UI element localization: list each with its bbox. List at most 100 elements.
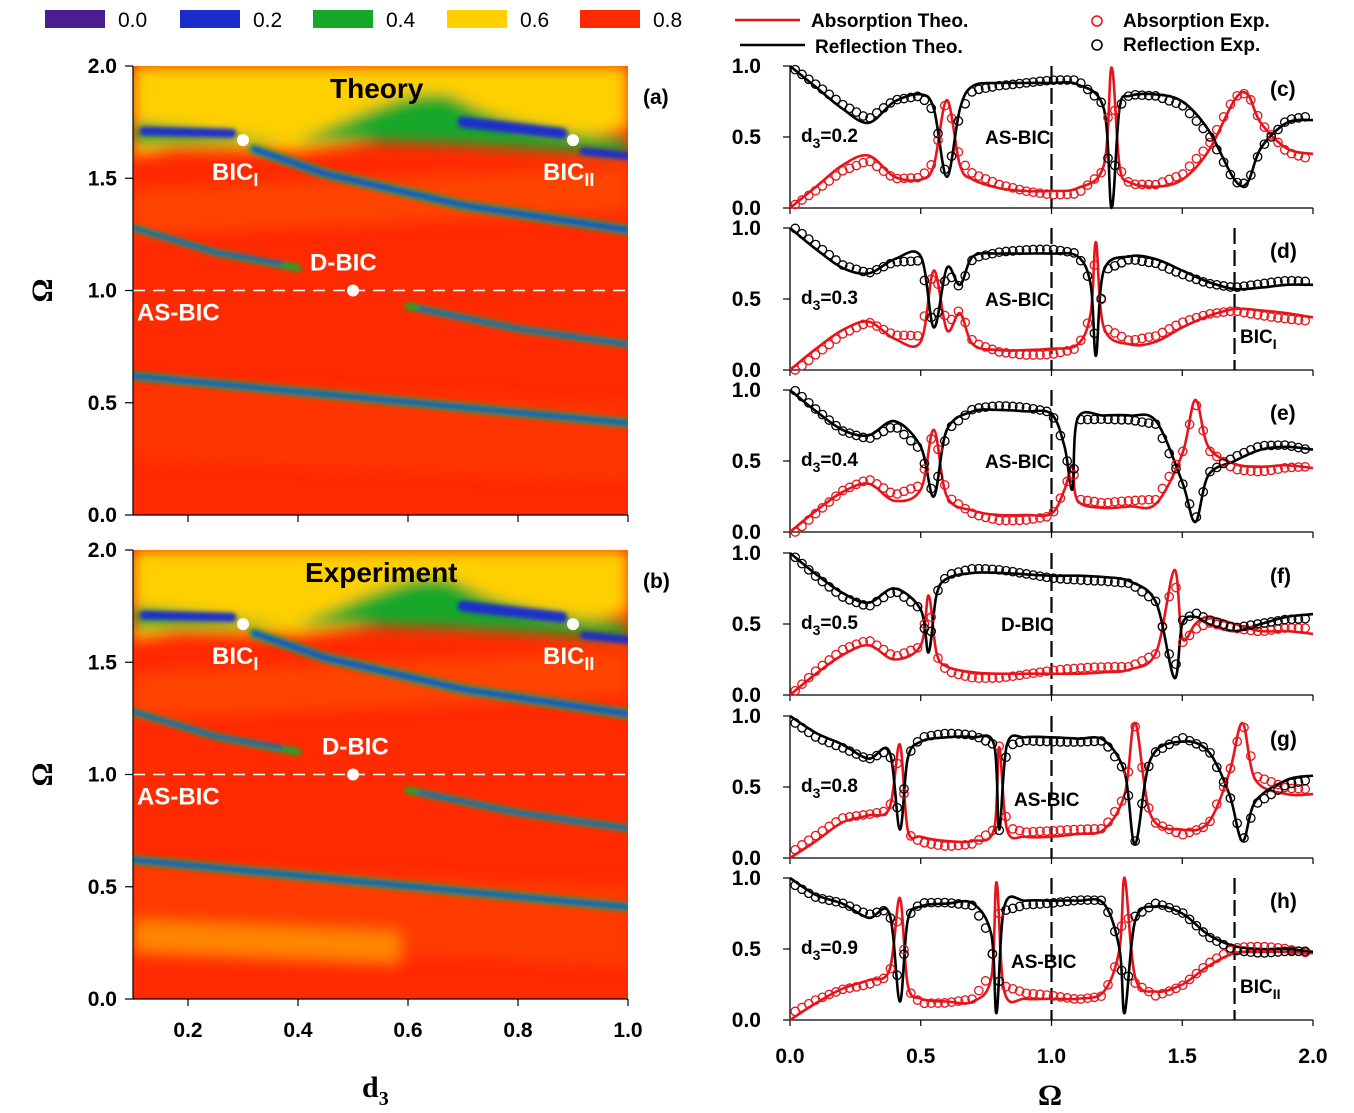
reflection-exp-marker	[858, 111, 869, 121]
reflection-exp-marker	[905, 92, 916, 103]
absorption-exp-marker	[824, 655, 835, 665]
absorption-exp-marker	[1164, 591, 1175, 602]
reflection-exp-marker	[1123, 414, 1134, 425]
absorption-exp-marker	[871, 640, 882, 651]
reflection-exp-marker	[1293, 276, 1304, 286]
absorption-exp-marker	[1062, 476, 1073, 487]
reflection-exp-marker	[1035, 244, 1045, 255]
reflection-exp-marker	[1211, 617, 1222, 628]
absorption-exp-marker	[1157, 483, 1168, 494]
reflection-exp-marker	[899, 949, 909, 960]
absorption-exp-marker	[912, 642, 923, 653]
absorption-exp-marker	[797, 840, 807, 850]
reflection-exp-marker	[1069, 737, 1079, 747]
reflection-exp-marker	[1150, 596, 1161, 607]
absorption-exp-marker	[1293, 462, 1304, 472]
reflection-exp-marker	[1191, 274, 1202, 285]
reflection-exp-marker	[790, 385, 801, 396]
absorption-exp-marker	[933, 653, 943, 663]
reflection-exp-marker	[1239, 946, 1249, 957]
y-tick-label: 1.0	[732, 217, 761, 240]
absorption-exp-marker	[1211, 451, 1222, 462]
reflection-exp-marker	[797, 69, 807, 80]
reflection-exp-marker	[933, 897, 943, 908]
absorption-exp-marker	[871, 479, 882, 489]
absorption-exp-marker	[926, 998, 937, 1009]
reflection-exp-marker	[1300, 276, 1311, 287]
absorption-exp-marker	[1041, 349, 1052, 360]
y-tick-label: 1.0	[88, 764, 117, 787]
reflection-exp-marker	[973, 403, 984, 413]
colorbar-item-2: 0.4	[313, 9, 416, 32]
reflection-exp-marker	[837, 426, 848, 436]
reflection-exp-marker	[1055, 737, 1066, 747]
reflection-exp-marker	[824, 89, 835, 100]
reflection-exp-marker	[1123, 790, 1134, 801]
absorption-exp-marker	[1109, 496, 1120, 507]
reflection-exp-marker	[1130, 89, 1141, 100]
absorption-exp-marker	[1150, 990, 1161, 1001]
reflection-exp-marker	[1001, 565, 1011, 576]
reflection-exp-marker	[1252, 947, 1263, 958]
absorption-exp-marker	[1205, 308, 1215, 319]
reflection-exp-marker	[1273, 615, 1283, 626]
absorption-exp-marker	[865, 636, 875, 646]
absorption-exp-marker	[1273, 137, 1283, 148]
reflection-exp-marker	[899, 429, 909, 440]
absorption-exp-marker	[1041, 826, 1052, 836]
absorption-exp-marker	[919, 619, 930, 629]
reflection-exp-marker	[865, 113, 875, 123]
reflection-exp-marker	[1191, 512, 1202, 522]
reflection-exp-marker	[1014, 402, 1025, 412]
reflection-theory-curve	[789, 876, 1314, 1015]
reflection-exp-marker	[987, 564, 998, 575]
absorption-exp-marker	[1021, 515, 1032, 525]
band-top-blue-left	[139, 126, 237, 138]
absorption-exp-marker	[1239, 465, 1249, 476]
absorption-exp-marker	[1259, 941, 1270, 952]
absorption-exp-marker	[960, 671, 971, 682]
bic2-marker	[567, 134, 579, 147]
reflection-exp-marker	[1177, 100, 1188, 111]
absorption-exp-marker	[878, 483, 889, 493]
reflection-exp-marker	[1252, 279, 1263, 290]
y-tick-label: 0.5	[732, 126, 762, 149]
absorption-exp-marker	[1021, 669, 1032, 680]
reflection-exp-marker	[1205, 278, 1215, 289]
y-axis-label: Ω	[26, 762, 59, 786]
center-label: AS-BIC	[1011, 952, 1077, 973]
absorption-exp-marker	[1041, 666, 1052, 677]
reflection-exp-marker	[1137, 907, 1147, 917]
reflection-exp-marker	[824, 895, 835, 906]
absorption-exp-marker	[1069, 663, 1079, 674]
absorption-exp-marker	[953, 499, 964, 509]
reflection-exp-marker	[1035, 76, 1045, 87]
reflection-exp-marker	[851, 597, 862, 608]
reflection-exp-marker	[844, 428, 855, 439]
absorption-exp-marker	[1007, 515, 1018, 526]
dbic-label: D-BIC	[310, 250, 377, 277]
absorption-exp-marker	[939, 480, 950, 490]
absorption-exp-marker	[1232, 464, 1243, 475]
absorption-exp-marker	[1103, 662, 1113, 672]
absorption-exp-marker	[1055, 664, 1066, 675]
absorption-exp-marker	[837, 165, 848, 176]
absorption-exp-marker	[844, 812, 855, 822]
absorption-exp-marker	[994, 515, 1005, 526]
absorption-exp-marker	[933, 840, 943, 851]
reflection-exp-marker	[1082, 271, 1093, 281]
reflection-exp-marker	[1232, 177, 1243, 188]
reflection-exp-marker	[1150, 419, 1161, 429]
reflection-exp-marker	[1089, 414, 1100, 425]
absorption-exp-marker	[1103, 112, 1113, 123]
reflection-exp-marker	[1293, 614, 1304, 624]
absorption-exp-marker	[1171, 459, 1181, 470]
reflection-exp-marker	[1150, 91, 1161, 101]
absorption-exp-marker	[797, 195, 807, 205]
reflection-exp-marker	[1259, 793, 1270, 804]
right-x-tick-label: 0.0	[775, 1045, 804, 1068]
line-panel-e: 0.0 0.5 1.0 d3=0.4 AS-BIC (e)	[732, 379, 1314, 544]
reflection-exp-marker	[1225, 943, 1236, 953]
absorption-exp-marker	[912, 330, 923, 341]
